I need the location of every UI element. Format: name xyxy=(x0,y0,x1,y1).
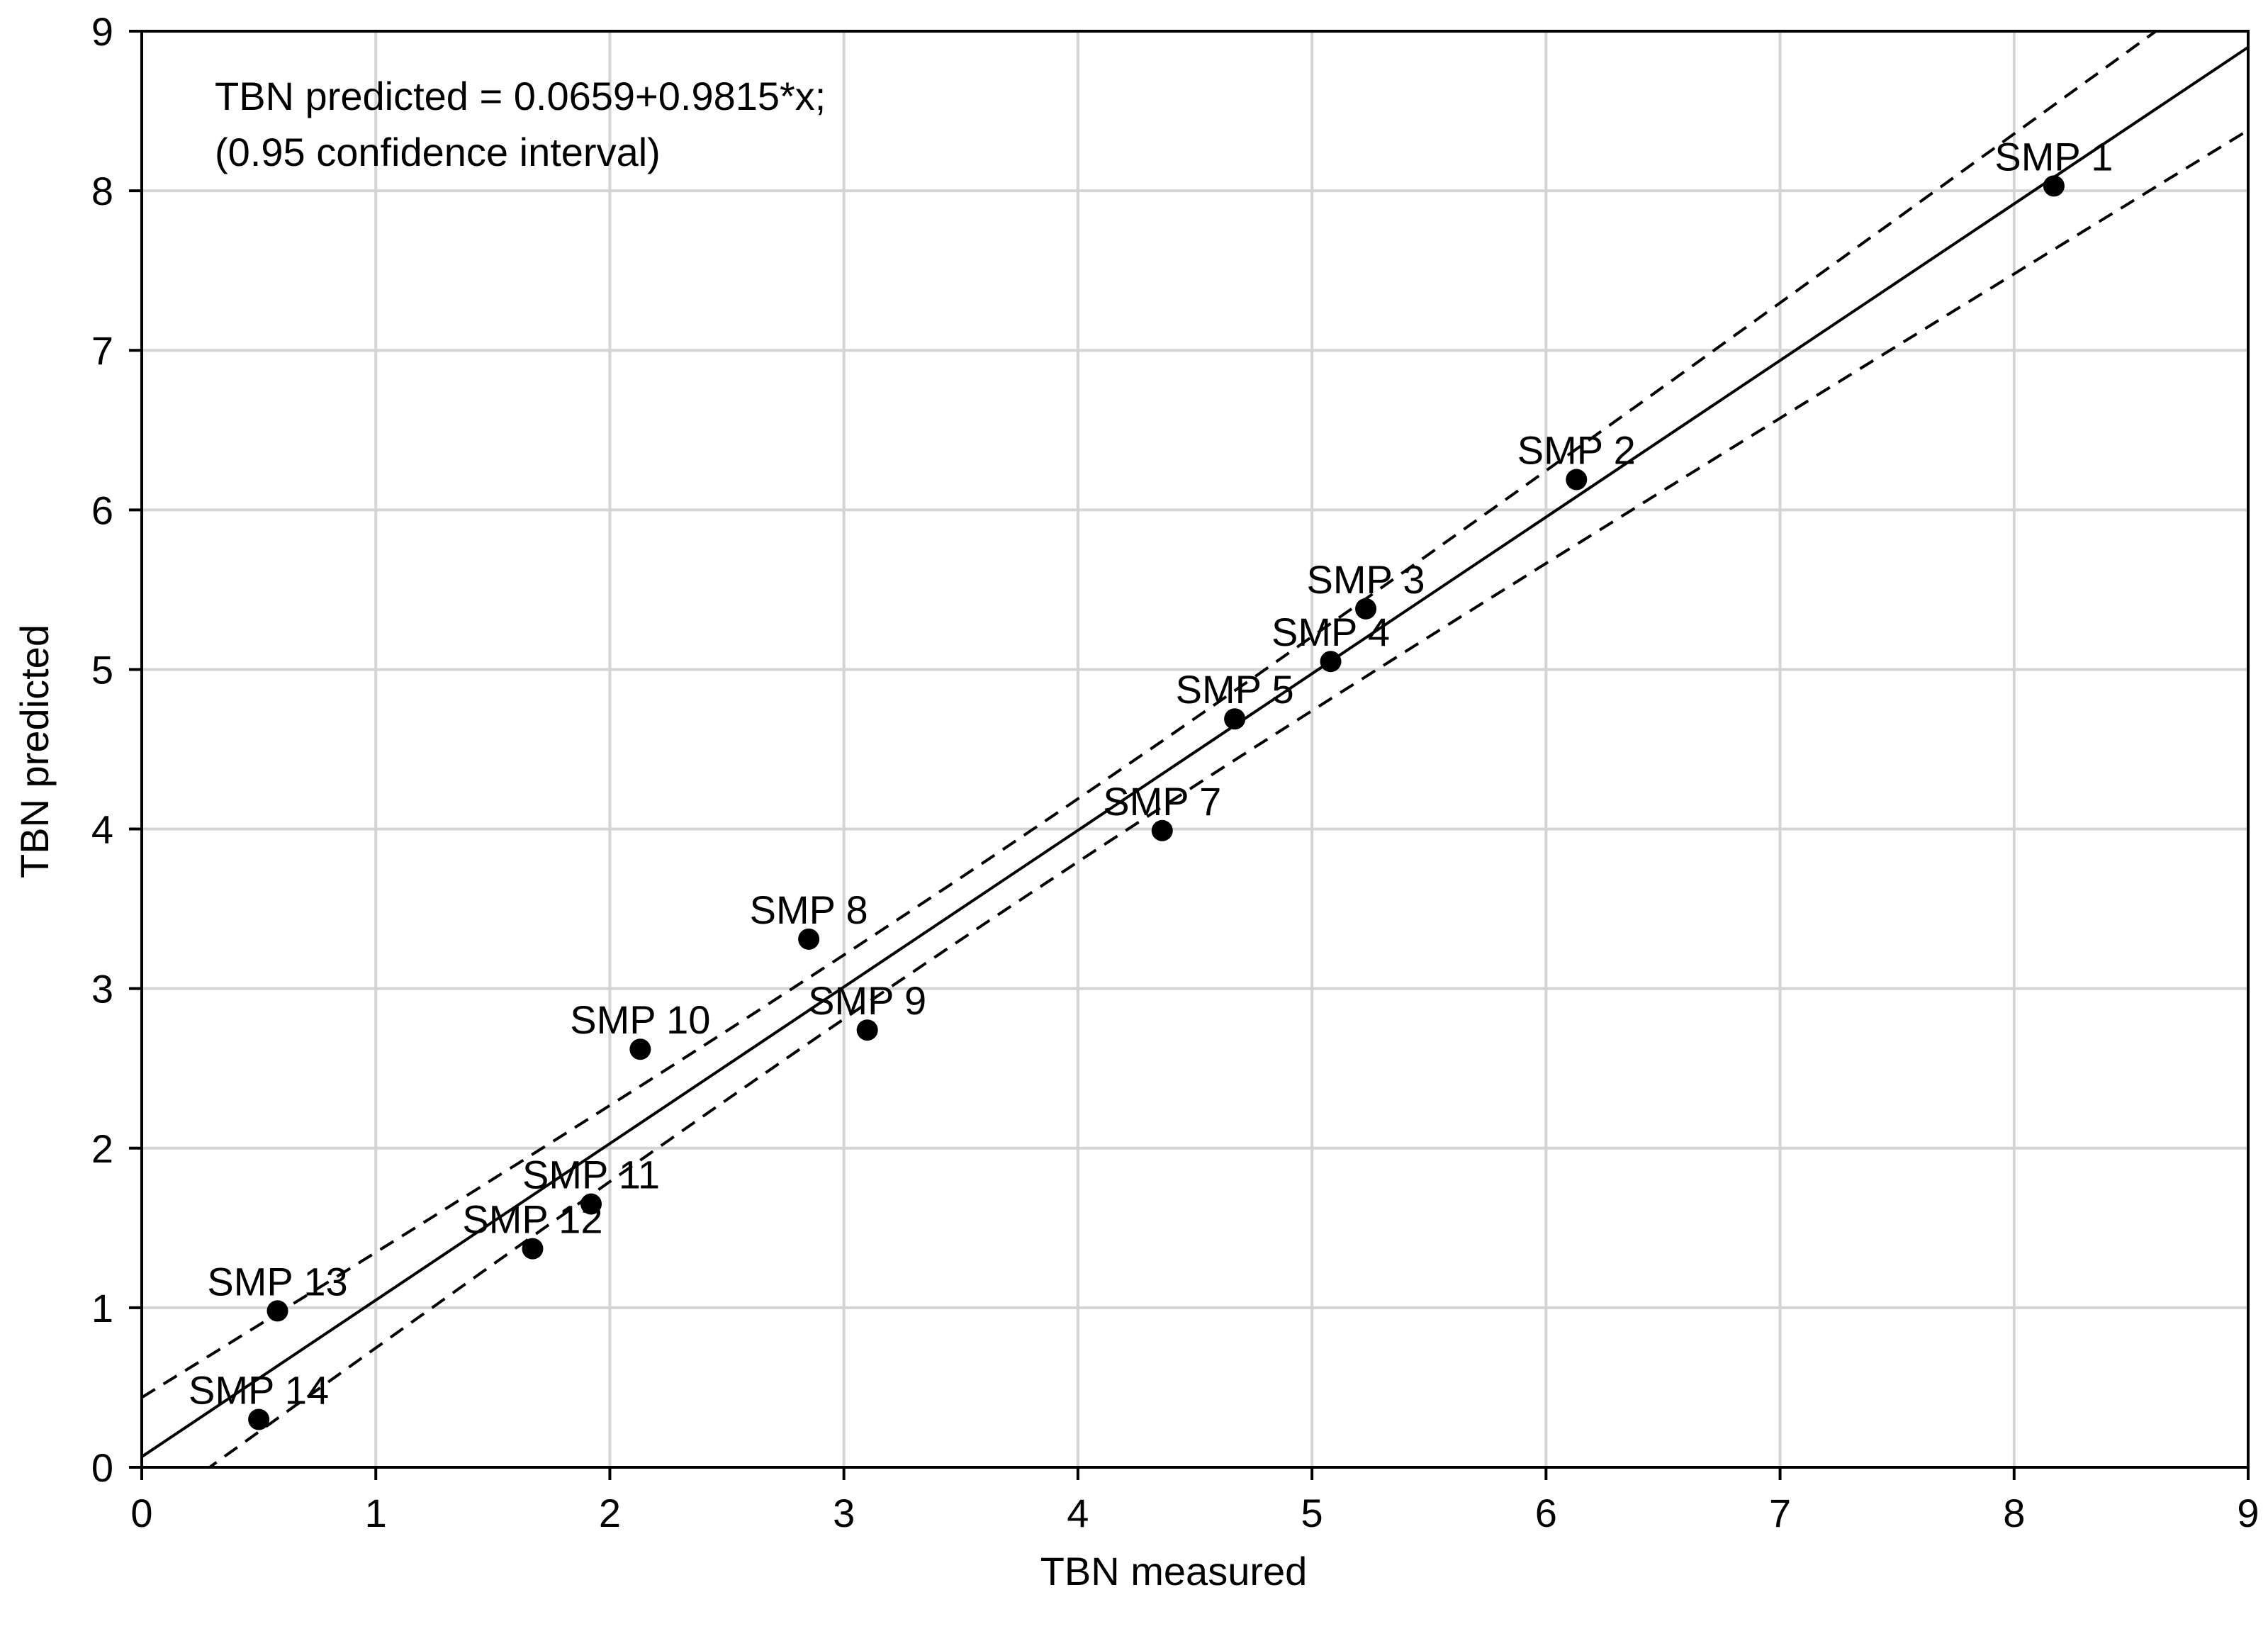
grid xyxy=(142,31,2248,1467)
y-tick-label: 5 xyxy=(91,647,113,692)
data-point xyxy=(580,1193,602,1215)
point-label: SMP 10 xyxy=(570,997,710,1042)
y-tick-label: 0 xyxy=(91,1445,113,1490)
data-point xyxy=(798,928,820,950)
point-label: SMP 11 xyxy=(522,1153,660,1197)
data-point xyxy=(856,1019,878,1041)
x-tick-label: 4 xyxy=(1067,1491,1089,1535)
data-point xyxy=(2043,175,2065,197)
lower-confidence-line xyxy=(207,128,2248,1467)
plot-frame xyxy=(140,30,2250,1469)
regression-line xyxy=(142,45,2248,1458)
data-point xyxy=(1151,819,1173,841)
x-tick-label: 9 xyxy=(2237,1491,2259,1535)
y-tick-label: 1 xyxy=(91,1286,113,1330)
y-tick-label: 3 xyxy=(91,967,113,1012)
point-label: SMP 13 xyxy=(207,1259,347,1304)
y-tick-label: 4 xyxy=(91,807,113,852)
point-label: SMP 2 xyxy=(1517,428,1636,473)
x-tick-label: 6 xyxy=(1535,1491,1557,1535)
y-tick-label: 7 xyxy=(91,328,113,373)
x-tick-label: 1 xyxy=(365,1491,387,1535)
x-tick-label: 0 xyxy=(130,1491,152,1535)
y-axis-title: TBN predicted xyxy=(12,624,57,878)
point-label: SMP 7 xyxy=(1103,779,1221,824)
data-point xyxy=(1355,598,1377,620)
data-point xyxy=(266,1300,288,1322)
data-point xyxy=(1566,469,1588,491)
axis-ticks: 0 1 2 3 4 5 6 7 8 9 0 1 2 3 4 5 6 7 8 9 xyxy=(91,9,2259,1535)
x-tick-label: 3 xyxy=(833,1491,855,1535)
point-label: SMP 9 xyxy=(808,978,926,1023)
y-tick-label: 2 xyxy=(91,1126,113,1171)
x-tick-label: 7 xyxy=(1769,1491,1791,1535)
point-label: SMP 5 xyxy=(1176,667,1294,712)
x-tick-label: 8 xyxy=(2003,1491,2025,1535)
upper-confidence-line xyxy=(142,31,2159,1399)
annotation-line-2: (0.95 confidence interval) xyxy=(215,130,661,174)
data-point xyxy=(1320,651,1342,673)
data-point xyxy=(248,1408,270,1430)
point-label: SMP 12 xyxy=(462,1197,602,1242)
regression xyxy=(142,45,2248,1458)
confidence-band xyxy=(142,31,2248,1467)
data-point xyxy=(629,1038,651,1060)
x-tick-label: 5 xyxy=(1301,1491,1323,1535)
point-label: SMP 3 xyxy=(1307,557,1425,602)
x-tick-label: 2 xyxy=(599,1491,621,1535)
point-label: SMP 4 xyxy=(1271,610,1390,654)
equation-annotation: TBN predicted = 0.0659+0.9815*x; (0.95 c… xyxy=(215,74,826,174)
data-point xyxy=(1224,708,1246,730)
point-label: SMP 14 xyxy=(189,1367,329,1412)
point-label: SMP 1 xyxy=(1994,134,2113,179)
x-axis-title: TBN measured xyxy=(1040,1549,1308,1593)
point-label: SMP 8 xyxy=(750,887,868,932)
y-tick-label: 8 xyxy=(91,169,113,213)
y-tick-label: 9 xyxy=(91,9,113,54)
data-point xyxy=(522,1238,544,1260)
annotation-line-1: TBN predicted = 0.0659+0.9815*x; xyxy=(215,74,826,118)
data-points xyxy=(248,175,2065,1430)
point-labels: SMP 1 SMP 2 SMP 3 SMP 4 SMP 5 SMP 7 SMP 8 SMP 9… xyxy=(189,134,2113,1412)
y-tick-label: 6 xyxy=(91,488,113,532)
